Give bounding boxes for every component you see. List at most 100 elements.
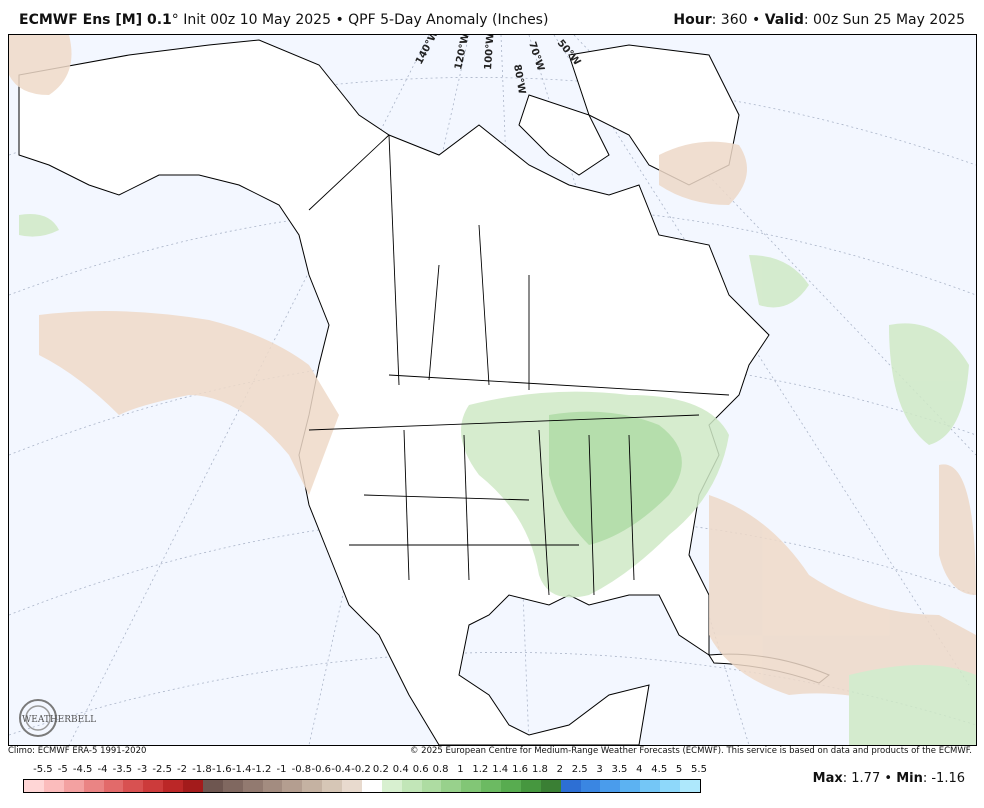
colorbar-label: -3.5 xyxy=(112,764,133,775)
anomaly-shading xyxy=(9,35,976,745)
min-label: Min xyxy=(896,771,923,786)
model-name: ECMWF Ens [M] 0.1 xyxy=(19,12,172,28)
colorbar-label: 1.4 xyxy=(492,764,509,775)
max-min-readout: Max: 1.77 • Min: -1.16 xyxy=(812,771,965,786)
colorbar-swatch xyxy=(660,780,680,792)
colorbar-swatches xyxy=(23,779,701,793)
colorbar-label: 0.4 xyxy=(392,764,409,775)
colorbar-label: 2 xyxy=(556,764,563,775)
colorbar-swatch xyxy=(421,780,442,792)
colorbar-label: 1.2 xyxy=(472,764,489,775)
colorbar-swatch xyxy=(43,780,64,792)
lon-label-80w: 80°W xyxy=(511,64,527,95)
colorbar-swatch xyxy=(401,780,422,792)
wet-anomaly-caribbean xyxy=(849,665,976,745)
colorbar-swatch xyxy=(679,780,700,792)
colorbar-legend: -5.5 -5 -4.5 -4 -3.5 -3 -2.5 -2 -1.8 -1.6 -1.4 -1.2… xyxy=(23,764,707,794)
colorbar-label: 4.5 xyxy=(651,764,668,775)
climo-note: Climo: ECMWF ERA-5 1991-2020 xyxy=(8,746,147,756)
dry-anomaly-greenland xyxy=(659,141,747,205)
colorbar-label: -2 xyxy=(177,764,188,775)
colorbar-swatch xyxy=(302,780,323,792)
lon-label-100w: 100°W xyxy=(483,35,497,70)
colorbar-swatch xyxy=(580,780,601,792)
colorbar-labels: -5.5 -5 -4.5 -4 -3.5 -3 -2.5 -2 -1.8 -1.6 -1.4 -1.2… xyxy=(23,764,707,778)
colorbar-label: 0.2 xyxy=(372,764,389,775)
colorbar-swatch xyxy=(103,780,124,792)
colorbar-label: -0.2 xyxy=(351,764,371,775)
colorbar-label: 5 xyxy=(675,764,683,775)
colorbar-swatch xyxy=(222,780,243,792)
dry-anomaly-pacific xyxy=(39,311,339,495)
colorbar-label: -1 xyxy=(276,764,287,775)
colorbar-swatch xyxy=(183,780,203,792)
colorbar-label: -3 xyxy=(137,764,148,775)
colorbar-label: -4 xyxy=(97,764,108,775)
colorbar-swatch xyxy=(540,780,561,792)
valid-time-info: Hour: 360 • Valid: 00z Sun 25 May 2025 xyxy=(673,12,965,28)
valid-label: Valid xyxy=(764,12,804,28)
colorbar-swatch xyxy=(242,780,263,792)
colorbar-swatch xyxy=(560,780,581,792)
min-value: -1.16 xyxy=(931,771,965,786)
valid-value: 00z Sun 25 May 2025 xyxy=(813,12,965,28)
baffin-island xyxy=(518,94,610,176)
longitude-labels: 140°W 120°W 100°W 80°W 70°W 50°W xyxy=(414,35,582,95)
map-title: ECMWF Ens [M] 0.1° Init 00z 10 May 2025 … xyxy=(19,12,548,28)
colorbar-label: 0.8 xyxy=(432,764,449,775)
lon-label-70w: 70°W xyxy=(526,41,546,73)
map-canvas: 140°W 120°W 100°W 80°W 70°W 50°W xyxy=(9,35,976,745)
weatherbell-logo: WEATHERBELL xyxy=(16,698,96,744)
valid-separator: • xyxy=(751,12,761,28)
colorbar-label: -5.5 xyxy=(33,764,53,775)
colorbar-swatch xyxy=(163,780,183,792)
colorbar-label: 1.8 xyxy=(531,764,548,775)
dry-anomaly-northwest xyxy=(9,35,72,95)
product-name: QPF 5-Day Anomaly (Inches) xyxy=(348,12,549,28)
init-time: Init 00z 10 May 2025 xyxy=(183,12,331,28)
title-separator: • xyxy=(335,12,344,28)
colorbar-swatch xyxy=(620,780,641,792)
logo-text: WEATHERBELL xyxy=(22,715,96,725)
colorbar-swatch xyxy=(202,780,223,792)
colorbar-label: -5 xyxy=(57,764,68,775)
colorbar-label: -1.8 xyxy=(192,764,212,775)
colorbar-swatch xyxy=(282,780,303,792)
colorbar-swatch xyxy=(63,780,84,792)
political-borders xyxy=(308,134,730,596)
wet-anomaly-mid-atlantic xyxy=(889,323,969,445)
colorbar-swatch xyxy=(342,780,362,792)
wet-anomaly-alaska xyxy=(19,214,59,237)
maxmin-separator: • xyxy=(884,771,893,786)
colorbar-swatch xyxy=(24,780,44,792)
colorbar-label: -0.6 xyxy=(311,764,331,775)
colorbar-swatch xyxy=(441,780,462,792)
colorbar-label: -0.8 xyxy=(291,764,312,775)
colorbar-label: -1.2 xyxy=(251,764,272,775)
colorbar-swatch xyxy=(262,780,283,792)
colorbar-label: -0.4 xyxy=(331,764,351,775)
colorbar-swatch xyxy=(83,780,104,792)
max-value: 1.77 xyxy=(851,771,881,786)
colorbar-label: 4 xyxy=(636,764,643,775)
forecast-map[interactable]: 140°W 120°W 100°W 80°W 70°W 50°W xyxy=(8,34,977,746)
lon-label-120w: 120°W xyxy=(453,35,471,71)
colorbar-swatch xyxy=(640,780,660,792)
colorbar-label: -1.6 xyxy=(212,764,232,775)
colorbar-label: 1 xyxy=(457,764,464,775)
colorbar-swatch xyxy=(381,780,402,792)
hour-label: Hour xyxy=(673,12,712,28)
header-bar: ECMWF Ens [M] 0.1° Init 00z 10 May 2025 … xyxy=(0,0,984,34)
colorbar-swatch xyxy=(481,780,501,792)
colorbar-label: -2.5 xyxy=(152,764,172,775)
colorbar-label: 3 xyxy=(596,764,603,775)
lon-label-140w: 140°W xyxy=(414,35,441,66)
colorbar-swatch xyxy=(600,780,621,792)
colorbar-label: 5.5 xyxy=(691,764,707,775)
colorbar-label: 2.5 xyxy=(571,764,588,775)
copyright-note: © 2025 European Centre for Medium-Range … xyxy=(409,746,972,756)
wet-anomaly-atlantic-canada xyxy=(749,255,809,308)
colorbar-swatch xyxy=(501,780,521,792)
colorbar-swatch xyxy=(520,780,541,792)
colorbar-swatch xyxy=(143,780,164,792)
